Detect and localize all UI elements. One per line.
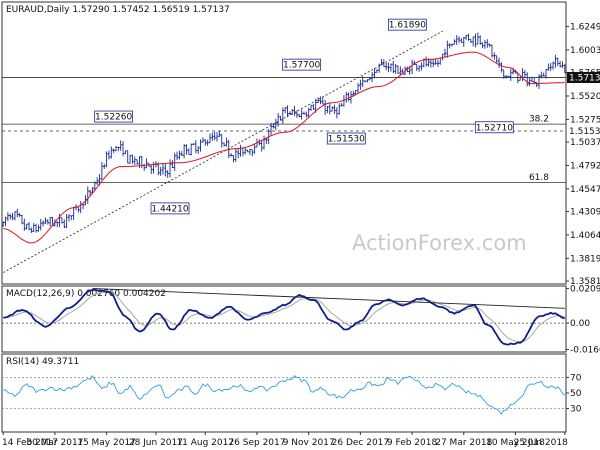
rsi-panel-title: RSI(14) 49.3711 [6, 357, 79, 367]
price-callout-box [474, 121, 514, 134]
x-tick-label: 30 Mar 2017 [26, 438, 83, 448]
macd-y-tick-label: -0.016023 [570, 346, 600, 356]
current-price-tag-box [567, 72, 600, 84]
price-callout-box [282, 58, 322, 71]
price-y-tick-label: 1.45470 [570, 185, 600, 195]
price-y-tick-label: 1.52750 [570, 115, 600, 125]
price-callout: 1.57700 [282, 58, 322, 71]
price-y-tick-label: 1.47920 [570, 161, 600, 171]
price-y-tick-label: 1.50370 [570, 138, 600, 148]
price-callout-label: 1.51530 [328, 135, 365, 145]
fib-level-label: 61.8 [529, 173, 549, 183]
x-tick-label: 11 Aug 2017 [176, 438, 234, 448]
price-y-tick-label: 1.62490 [570, 22, 600, 32]
price-callout-box [326, 132, 366, 145]
price-y-tick-label: 1.55200 [570, 92, 600, 102]
price-callout: 1.52260 [94, 110, 134, 123]
price-trendline [2, 30, 443, 273]
rsi-y-tick-label: 30 [570, 405, 582, 415]
current-price-tag: 1.57137 [569, 74, 600, 84]
x-tick-label: 15 May 2017 [77, 438, 136, 448]
x-tick-label: 9 Feb 2018 [387, 438, 438, 448]
macd-signal-line [3, 291, 565, 343]
price-y-tick-label: 1.35810 [570, 277, 600, 287]
price-y-tick-label: 1.40640 [570, 231, 600, 241]
price-callout-box [387, 18, 427, 31]
price-y-tick-label: 1.60030 [570, 46, 600, 56]
price-y-tick-label: 1.43090 [570, 208, 600, 218]
watermark: ActionForex.com [352, 231, 527, 255]
price-y-tick-label: 1.38190 [570, 254, 600, 264]
macd-main-line [3, 289, 565, 346]
price-callout: 1.52710 [474, 121, 514, 134]
price-callout-label: 1.61890 [389, 21, 426, 31]
macd-y-tick-label: 0.020904 [570, 285, 600, 295]
price-callout: 1.51530 [326, 132, 366, 145]
price-callout: 1.61890 [387, 18, 427, 31]
price-callout: 1.44210 [150, 202, 190, 215]
price-panel-title: EURAUD,Daily 1.57290 1.57452 1.56519 1.5… [6, 5, 230, 15]
panel-frame-macd [1, 285, 567, 353]
price-callout-box [94, 110, 134, 123]
x-tick-label: 27 Mar 2018 [435, 438, 492, 448]
price-callout-label: 1.52710 [476, 123, 513, 133]
price-callout-box [150, 202, 190, 215]
x-tick-label: 14 Feb 2017 [2, 438, 58, 448]
price-callout-label: 1.52260 [95, 113, 132, 123]
x-tick-label: 10 May 2018 [486, 438, 545, 448]
rsi-y-tick-label: 70 [570, 373, 582, 383]
ohlc-bars [1, 32, 567, 233]
x-tick-label: 26 Dec 2017 [332, 438, 390, 448]
x-tick-label: 25 Jun 2018 [514, 438, 568, 448]
x-tick-label: 26 Sep 2017 [228, 438, 285, 448]
support-price-tag-box [567, 125, 600, 137]
macd-trendline [92, 288, 565, 309]
rsi-y-tick-label: 50 [570, 389, 582, 399]
x-tick-label: 28 Jun 2017 [129, 438, 183, 448]
price-callout-label: 1.44210 [151, 204, 188, 214]
x-tick-label: 9 Nov 2017 [283, 438, 335, 448]
rsi-line [3, 374, 566, 416]
price-callout-label: 1.57700 [283, 61, 320, 71]
fib-level-label: 38.2 [529, 115, 549, 125]
support-price-tag: 1.51530 [569, 127, 600, 137]
macd-y-tick-label: 0.00 [570, 319, 590, 329]
panel-frame-price [1, 1, 567, 285]
moving-average-line [3, 51, 565, 244]
